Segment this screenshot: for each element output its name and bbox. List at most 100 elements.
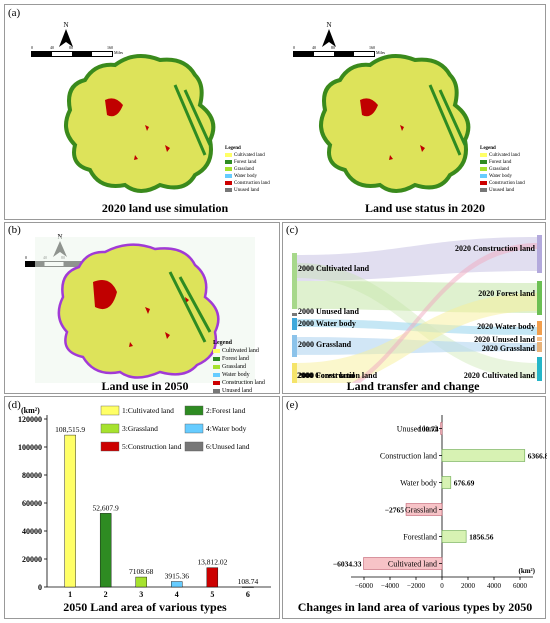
scale-bar [31, 51, 113, 57]
legend-item-cultivated: Cultivated land [480, 152, 525, 159]
node-label-left: 2000 Water body [298, 319, 356, 328]
legend-a-left: Legend Cultivated land Forest land Grass… [225, 145, 270, 194]
bar-value-label: −6034.33 [333, 560, 362, 569]
legend-item-water: Water body [225, 173, 270, 180]
bar-value-label: −2765 [385, 506, 405, 515]
node-label-left: 2000 Unused land [298, 307, 359, 316]
bar-value-label: 108.74 [238, 577, 259, 586]
node-label-left: 2000 Forest land [298, 371, 355, 380]
y-tick-label: 60000 [22, 499, 42, 508]
x-tick-label: 2000 [461, 582, 476, 590]
bar-value-label: 108,515.9 [55, 425, 85, 434]
legend-label: 4:Water body [206, 424, 247, 433]
y-tick-label: 0 [38, 583, 42, 592]
x-tick-label: 6 [246, 590, 250, 599]
legend-label: 6:Unused land [206, 442, 250, 451]
node-label-right: 2020 Water body [477, 322, 535, 331]
panel-b-label: (b) [8, 224, 21, 236]
bar-value-label: 6366.82 [528, 452, 547, 461]
x-tick-label: 4000 [487, 582, 502, 590]
bar [206, 567, 219, 588]
legend-item-cultivated: Cultivated land [225, 152, 270, 159]
legend-swatch [184, 423, 204, 434]
node-2000-cultivated [292, 253, 297, 309]
north-label: N [326, 21, 332, 29]
bar [441, 476, 452, 489]
legend-title: Legend [225, 146, 241, 151]
scale-label-2: 80 [331, 45, 335, 50]
bar [441, 449, 526, 462]
scale-bar [293, 51, 375, 57]
legend-item-grassland: Grassland [213, 363, 265, 371]
category-label: Water body [400, 479, 437, 488]
x-tick-label: 0 [440, 582, 444, 590]
panel-d-label: (d) [8, 399, 21, 411]
north-arrow-shape [322, 29, 336, 47]
legend-item-grassland: Grassland [480, 166, 525, 173]
y-unit-label: (km²) [21, 406, 40, 415]
x-tick-label: −4000 [381, 582, 399, 590]
bar-value-label: 13,812.02 [197, 558, 227, 567]
scale-label-0: 0 [25, 255, 27, 260]
scale-label-1: 40 [50, 45, 54, 50]
panel-c: (c) 2000 Cultivated land 2000 Unused lan… [282, 222, 546, 394]
scale-label-3: 160 [369, 45, 375, 50]
scale-unit: Miles [376, 50, 386, 55]
legend-item-water: Water body [213, 371, 265, 379]
bar-value-label: 1856.56 [469, 533, 494, 542]
bar-value-label: 7108.68 [129, 567, 154, 576]
node-2020-forest [537, 281, 542, 315]
node-label-right: 2020 Cultivated land [463, 371, 535, 380]
node-2020-construction [537, 235, 542, 273]
node-2000-forest [292, 363, 297, 383]
legend-item-unused: Unused land [480, 187, 525, 194]
sankey-diagram [292, 235, 542, 383]
legend-item-cultivated: Cultivated land [213, 347, 265, 355]
bar [64, 434, 76, 588]
x-tick-label: 2 [104, 590, 108, 599]
y-tick-label: 80000 [22, 471, 42, 480]
panel-c-label: (c) [286, 224, 299, 236]
legend-a-right: Legend Cultivated land Forest land Grass… [480, 145, 525, 194]
legend-b: Legend Cultivated land Forest land Grass… [213, 339, 265, 395]
legend-item-unused: Unused land [225, 187, 270, 194]
scale-label-3: 160 [107, 45, 113, 50]
panel-e-title: Changes in land area of various types by… [297, 600, 533, 614]
panel-a-left-title: 2020 land use simulation [101, 201, 229, 215]
north-arrow-icon: N [59, 21, 73, 51]
legend-label: 2:Forest land [206, 406, 246, 415]
y-tick-label: 100000 [18, 443, 42, 452]
x-tick-label: 3 [139, 590, 143, 599]
legend-swatch [184, 441, 204, 452]
legend-label: 5:Construction land [122, 442, 182, 451]
bar [135, 576, 147, 588]
node-label-2000-construction: 2000 Construction land [297, 371, 378, 380]
scale-label-0: 0 [31, 45, 33, 50]
x-tick-label: 5 [210, 590, 214, 599]
node-2000-grassland [292, 335, 297, 357]
scale-label-1: 40 [312, 45, 316, 50]
node-2020-grassland [537, 342, 542, 352]
legend-swatch [100, 423, 120, 434]
panel-d-title: 2050 Land area of various types [63, 600, 227, 614]
category-label: Grassland [405, 506, 437, 515]
legend-swatch [184, 405, 204, 416]
bar-value-label: 3915.36 [165, 572, 190, 581]
flow-cultivated-construction [297, 237, 537, 281]
node-2000-unused [292, 313, 297, 316]
x-tick-label: 1 [68, 590, 72, 599]
bar-value-label: 52,607.9 [93, 503, 120, 512]
map-2020-simulation [64, 54, 216, 193]
north-arrow-icon: N [322, 21, 336, 51]
node-label-right: 2020 Construction land [454, 244, 535, 253]
legend-item-construction: Construction land [480, 180, 525, 187]
legend-item-forest: Forest land [480, 159, 525, 166]
category-label: Construction land [380, 452, 437, 461]
node-label-right: 2020 Unused land [474, 335, 535, 344]
legend-title: Legend [480, 146, 496, 151]
x-tick-label: 6000 [513, 582, 528, 590]
flow-forest-forest [297, 293, 537, 383]
bar-value-label: −100.74 [414, 425, 439, 434]
north-label: N [63, 21, 69, 29]
legend-title: Legend [213, 340, 233, 346]
